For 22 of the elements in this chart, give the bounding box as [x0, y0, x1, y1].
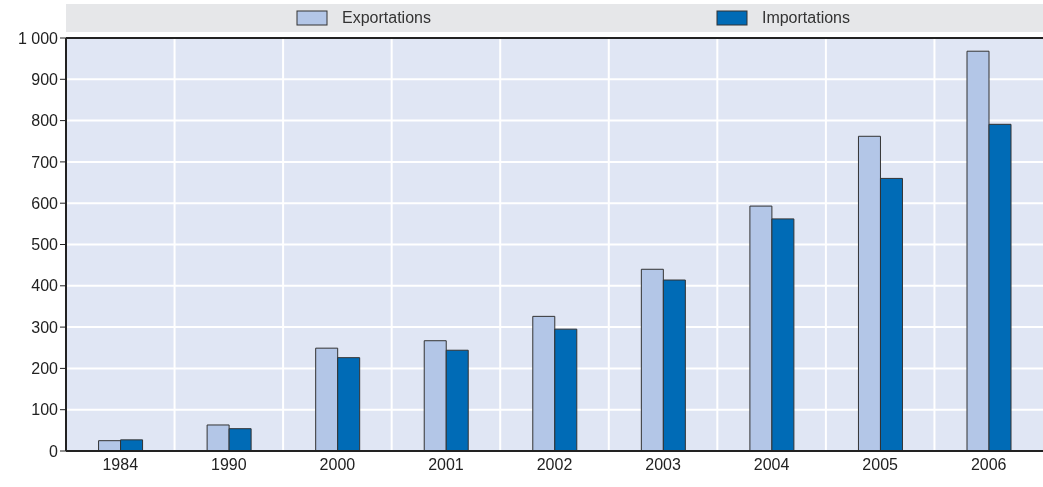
x-tick-label: 2001 — [428, 456, 464, 474]
legend-label: Exportations — [342, 9, 431, 27]
y-tick-label: 700 — [31, 153, 59, 171]
x-tick-label: 2004 — [753, 456, 790, 474]
y-tick-label: 600 — [31, 194, 59, 212]
y-tick-label: 400 — [31, 277, 59, 295]
y-tick-label: 200 — [31, 360, 59, 378]
y-tick-label: 300 — [31, 318, 59, 336]
y-tick-label: 900 — [31, 70, 59, 88]
y-tick-label: 0 — [49, 442, 59, 460]
y-tick-label: 500 — [31, 236, 59, 254]
x-tick-label: 1984 — [102, 456, 139, 474]
y-tick-label: 800 — [31, 112, 59, 130]
x-tick-label: 2003 — [645, 456, 681, 474]
x-tick-label: 2000 — [319, 456, 356, 474]
y-tick-label: 100 — [31, 401, 59, 419]
x-tick-label: 1990 — [211, 456, 247, 474]
x-tick-label: 2005 — [862, 456, 899, 474]
legend-label: Importations — [761, 9, 850, 27]
y-tick-label: 1 000 — [17, 29, 59, 47]
x-tick-label: 2002 — [536, 456, 573, 474]
x-tick-label: 2006 — [970, 456, 1007, 474]
